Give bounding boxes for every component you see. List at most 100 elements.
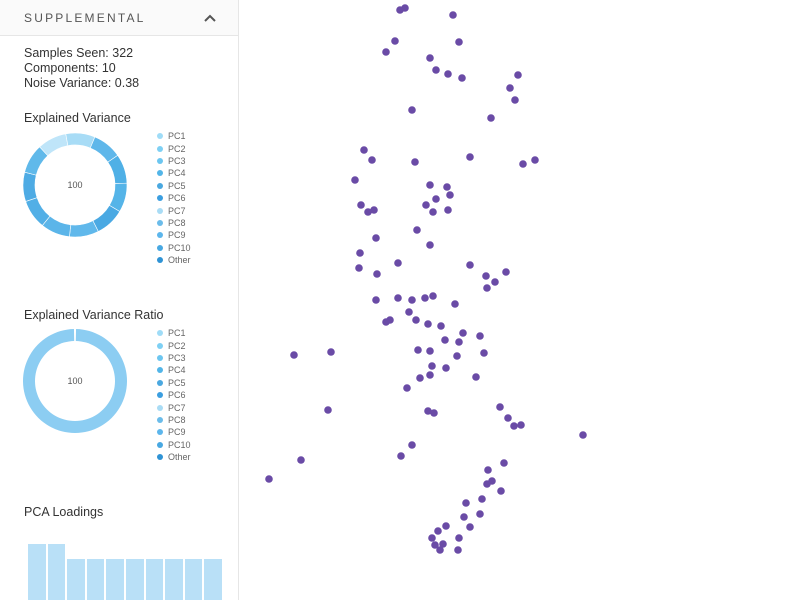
legend-item-other[interactable]: Other	[157, 451, 191, 463]
legend-item-pc4[interactable]: PC4	[157, 167, 191, 179]
data-point[interactable]	[431, 541, 439, 549]
loading-bar[interactable]	[47, 544, 66, 600]
data-point[interactable]	[372, 296, 380, 304]
data-point[interactable]	[432, 66, 440, 74]
data-point[interactable]	[422, 201, 430, 209]
legend-item-pc6[interactable]: PC6	[157, 389, 191, 401]
data-point[interactable]	[424, 320, 432, 328]
data-point[interactable]	[466, 261, 474, 269]
data-point[interactable]	[428, 362, 436, 370]
data-point[interactable]	[357, 201, 365, 209]
data-point[interactable]	[290, 351, 298, 359]
legend-item-pc3[interactable]: PC3	[157, 155, 191, 167]
data-point[interactable]	[426, 371, 434, 379]
data-point[interactable]	[478, 495, 486, 503]
data-point[interactable]	[441, 336, 449, 344]
loading-bar[interactable]	[184, 559, 203, 600]
data-point[interactable]	[511, 96, 519, 104]
data-point[interactable]	[391, 37, 399, 45]
data-point[interactable]	[356, 249, 364, 257]
data-point[interactable]	[408, 441, 416, 449]
data-point[interactable]	[372, 234, 380, 242]
data-point[interactable]	[455, 338, 463, 346]
data-point[interactable]	[421, 294, 429, 302]
data-point[interactable]	[459, 329, 467, 337]
legend-item-pc8[interactable]: PC8	[157, 414, 191, 426]
data-point[interactable]	[460, 513, 468, 521]
data-point[interactable]	[426, 347, 434, 355]
legend-item-pc10[interactable]: PC10	[157, 439, 191, 451]
legend-item-pc6[interactable]: PC6	[157, 192, 191, 204]
data-point[interactable]	[514, 71, 522, 79]
explained-variance-segment[interactable]	[24, 146, 49, 176]
data-point[interactable]	[297, 456, 305, 464]
legend-item-pc9[interactable]: PC9	[157, 426, 191, 438]
legend-item-pc2[interactable]: PC2	[157, 339, 191, 351]
data-point[interactable]	[394, 259, 402, 267]
data-point[interactable]	[510, 422, 518, 430]
loading-bar[interactable]	[28, 544, 46, 600]
legend-item-pc1[interactable]: PC1	[157, 327, 191, 339]
data-point[interactable]	[500, 459, 508, 467]
data-point[interactable]	[442, 522, 450, 530]
chevron-up-icon[interactable]	[200, 8, 220, 28]
data-point[interactable]	[429, 292, 437, 300]
data-point[interactable]	[403, 384, 411, 392]
data-point[interactable]	[484, 466, 492, 474]
data-point[interactable]	[466, 153, 474, 161]
data-point[interactable]	[442, 364, 450, 372]
data-point[interactable]	[412, 316, 420, 324]
data-point[interactable]	[443, 183, 451, 191]
legend-item-pc9[interactable]: PC9	[157, 229, 191, 241]
explained-variance-segment[interactable]	[65, 132, 96, 149]
data-point[interactable]	[496, 403, 504, 411]
data-point[interactable]	[426, 241, 434, 249]
loading-bar[interactable]	[145, 559, 164, 600]
legend-item-pc1[interactable]: PC1	[157, 130, 191, 142]
data-point[interactable]	[437, 322, 445, 330]
data-point[interactable]	[531, 156, 539, 164]
data-point[interactable]	[476, 332, 484, 340]
data-point[interactable]	[432, 195, 440, 203]
data-point[interactable]	[458, 74, 466, 82]
data-point[interactable]	[472, 373, 480, 381]
data-point[interactable]	[487, 114, 495, 122]
legend-item-pc10[interactable]: PC10	[157, 242, 191, 254]
data-point[interactable]	[444, 206, 452, 214]
data-point[interactable]	[491, 278, 499, 286]
data-point[interactable]	[519, 160, 527, 168]
legend-item-pc4[interactable]: PC4	[157, 364, 191, 376]
explained-variance-segment[interactable]	[69, 220, 99, 238]
data-point[interactable]	[324, 406, 332, 414]
data-point[interactable]	[506, 84, 514, 92]
data-point[interactable]	[462, 499, 470, 507]
data-point[interactable]	[455, 38, 463, 46]
data-point[interactable]	[394, 294, 402, 302]
data-point[interactable]	[455, 534, 463, 542]
explained-variance-segment[interactable]	[22, 171, 38, 202]
data-point[interactable]	[426, 54, 434, 62]
data-point[interactable]	[373, 270, 381, 278]
loading-bar[interactable]	[165, 559, 183, 600]
legend-item-pc5[interactable]: PC5	[157, 377, 191, 389]
legend-item-other[interactable]: Other	[157, 254, 191, 266]
data-point[interactable]	[424, 407, 432, 415]
data-point[interactable]	[451, 300, 459, 308]
data-point[interactable]	[429, 208, 437, 216]
data-point[interactable]	[416, 374, 424, 382]
data-point[interactable]	[351, 176, 359, 184]
data-point[interactable]	[504, 414, 512, 422]
data-point[interactable]	[483, 480, 491, 488]
data-point[interactable]	[439, 540, 447, 548]
data-point[interactable]	[382, 318, 390, 326]
data-point[interactable]	[454, 546, 462, 554]
legend-item-pc8[interactable]: PC8	[157, 217, 191, 229]
data-point[interactable]	[502, 268, 510, 276]
data-point[interactable]	[428, 534, 436, 542]
data-point[interactable]	[482, 272, 490, 280]
data-point[interactable]	[430, 409, 438, 417]
loading-bar[interactable]	[67, 559, 85, 600]
data-point[interactable]	[497, 487, 505, 495]
data-point[interactable]	[265, 475, 273, 483]
data-point[interactable]	[368, 156, 376, 164]
